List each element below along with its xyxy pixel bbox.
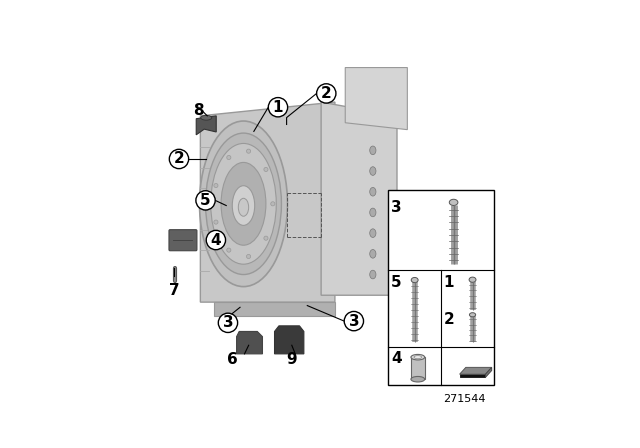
- Polygon shape: [321, 102, 397, 295]
- Text: 271544: 271544: [443, 393, 485, 404]
- Text: 3: 3: [391, 200, 402, 215]
- Text: 2: 2: [321, 86, 332, 101]
- Bar: [388, 190, 493, 385]
- Ellipse shape: [370, 146, 376, 155]
- Ellipse shape: [370, 208, 376, 217]
- Ellipse shape: [411, 354, 425, 360]
- Text: 3: 3: [349, 314, 359, 328]
- Text: 4: 4: [211, 233, 221, 248]
- Text: 3: 3: [223, 315, 233, 330]
- Ellipse shape: [200, 121, 287, 287]
- Ellipse shape: [469, 313, 476, 317]
- Text: 1: 1: [273, 100, 284, 115]
- Polygon shape: [196, 116, 216, 135]
- Ellipse shape: [370, 250, 376, 258]
- Polygon shape: [460, 367, 492, 374]
- Circle shape: [317, 84, 336, 103]
- Ellipse shape: [411, 376, 425, 382]
- Ellipse shape: [238, 198, 249, 216]
- Ellipse shape: [469, 277, 476, 282]
- Polygon shape: [200, 102, 335, 302]
- Ellipse shape: [370, 229, 376, 237]
- Bar: [460, 374, 486, 377]
- Polygon shape: [345, 68, 407, 129]
- FancyBboxPatch shape: [169, 230, 197, 251]
- Text: 5: 5: [200, 193, 211, 208]
- Ellipse shape: [221, 163, 266, 245]
- Ellipse shape: [246, 254, 251, 258]
- Polygon shape: [214, 302, 335, 316]
- Text: 5: 5: [391, 276, 402, 290]
- Ellipse shape: [211, 143, 276, 264]
- Text: 8: 8: [193, 103, 204, 118]
- Text: 2: 2: [444, 311, 454, 327]
- Ellipse shape: [227, 248, 231, 252]
- Circle shape: [206, 230, 225, 250]
- Circle shape: [170, 149, 189, 168]
- Circle shape: [218, 313, 237, 332]
- Ellipse shape: [214, 184, 218, 188]
- Ellipse shape: [264, 236, 268, 240]
- Ellipse shape: [449, 199, 458, 206]
- Polygon shape: [486, 367, 492, 377]
- Ellipse shape: [264, 168, 268, 172]
- Ellipse shape: [232, 186, 255, 225]
- Ellipse shape: [201, 116, 212, 120]
- Text: 4: 4: [391, 351, 402, 366]
- Ellipse shape: [227, 155, 231, 159]
- Text: 2: 2: [173, 151, 184, 167]
- Ellipse shape: [214, 220, 218, 224]
- Text: 1: 1: [444, 276, 454, 290]
- Circle shape: [268, 98, 287, 117]
- Ellipse shape: [271, 202, 275, 206]
- Ellipse shape: [246, 149, 251, 153]
- Ellipse shape: [414, 356, 422, 359]
- Text: 9: 9: [286, 352, 296, 366]
- Circle shape: [344, 311, 364, 331]
- Ellipse shape: [205, 133, 282, 275]
- Polygon shape: [237, 332, 262, 354]
- Circle shape: [196, 191, 215, 210]
- Text: 6: 6: [227, 352, 237, 366]
- Text: 7: 7: [169, 283, 180, 297]
- Bar: [411, 357, 425, 379]
- Ellipse shape: [370, 167, 376, 175]
- Polygon shape: [275, 326, 304, 354]
- Ellipse shape: [370, 187, 376, 196]
- Ellipse shape: [370, 270, 376, 279]
- Ellipse shape: [412, 277, 418, 283]
